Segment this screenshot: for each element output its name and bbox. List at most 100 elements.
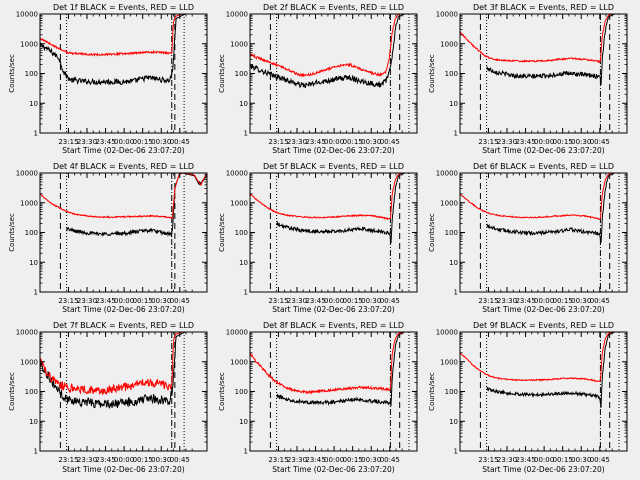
chart-title: Det 4f BLACK = Events, RED = LLD — [53, 162, 194, 171]
y-tick-label: 1000 — [20, 40, 38, 48]
y-tick-label: 100 — [445, 388, 458, 396]
chart-title: Det 2f BLACK = Events, RED = LLD — [263, 3, 404, 12]
x-tick-label: 00:00 — [324, 138, 344, 146]
x-tick-label: 00:30 — [361, 297, 381, 305]
x-tick-label: 23:45 — [95, 456, 115, 464]
y-tick-label: 10000 — [226, 170, 248, 178]
x-tick-label: 00:45 — [170, 456, 190, 464]
x-tick-label: 23:45 — [305, 138, 325, 146]
y-tick-label: 10 — [449, 259, 458, 267]
y-axis-label: Counts/sec — [218, 54, 226, 93]
x-axis-label: Start Time (02-Dec-06 23:07:20) — [62, 305, 184, 314]
x-tick-label: 23:30 — [77, 297, 97, 305]
y-tick-label: 100 — [445, 70, 458, 78]
y-tick-label: 1 — [454, 289, 458, 297]
y-tick-label: 10000 — [436, 170, 458, 178]
y-tick-label: 10000 — [16, 170, 38, 178]
y-tick-label: 1 — [454, 448, 458, 456]
y-tick-label: 1000 — [230, 199, 248, 207]
y-tick-label: 1 — [244, 130, 248, 138]
series-line-events — [486, 173, 627, 243]
x-tick-label: 23:15 — [58, 297, 78, 305]
y-axis-label: Counts/sec — [428, 54, 436, 93]
x-tick-label: 00:00 — [324, 456, 344, 464]
x-tick-label: 00:15 — [343, 297, 363, 305]
y-tick-label: 1000 — [440, 358, 458, 366]
x-axis-label: Start Time (02-Dec-06 23:07:20) — [272, 305, 394, 314]
y-tick-label: 1 — [34, 289, 38, 297]
x-tick-label: 00:15 — [133, 456, 153, 464]
x-tick-label: 00:00 — [324, 297, 344, 305]
chart-panel-5: Det 5f BLACK = Events, RED = LLD 1 10 100 10… — [218, 162, 418, 314]
y-tick-label: 1 — [244, 448, 248, 456]
y-axis-label: Counts/sec — [8, 213, 16, 252]
x-axis-label: Start Time (02-Dec-06 23:07:20) — [62, 146, 184, 155]
x-tick-label: 00:15 — [133, 138, 153, 146]
y-tick-label: 10000 — [436, 11, 458, 19]
x-tick-label: 00:00 — [534, 138, 554, 146]
y-tick-label: 1000 — [440, 199, 458, 207]
series-line-events — [276, 173, 417, 244]
series-line-events — [40, 332, 207, 409]
chart-title: Det 5f BLACK = Events, RED = LLD — [263, 162, 404, 171]
y-axis-label: Counts/sec — [218, 372, 226, 411]
x-tick-label: 00:30 — [571, 138, 591, 146]
y-axis-label: Counts/sec — [8, 372, 16, 411]
x-tick-label: 23:30 — [497, 138, 517, 146]
x-tick-label: 00:00 — [534, 297, 554, 305]
x-tick-label: 23:45 — [305, 456, 325, 464]
y-tick-label: 10 — [29, 418, 38, 426]
y-tick-label: 100 — [25, 70, 38, 78]
x-tick-label: 23:45 — [95, 297, 115, 305]
y-tick-label: 100 — [235, 388, 248, 396]
x-tick-label: 23:15 — [268, 297, 288, 305]
x-tick-label: 23:30 — [497, 297, 517, 305]
x-tick-label: 23:15 — [478, 456, 498, 464]
series-line-events — [486, 14, 627, 86]
series-line-lld — [460, 173, 627, 220]
series-line-events — [40, 14, 207, 86]
chart-title: Det 6f BLACK = Events, RED = LLD — [473, 162, 614, 171]
y-tick-label: 100 — [235, 70, 248, 78]
chart-panel-8: Det 8f BLACK = Events, RED = LLD 1 10 100 10… — [218, 321, 418, 474]
y-tick-label: 1 — [34, 448, 38, 456]
y-tick-label: 1000 — [230, 40, 248, 48]
series-line-events — [486, 332, 627, 408]
x-tick-label: 00:45 — [590, 138, 610, 146]
series-line-lld — [40, 332, 207, 396]
x-axis-label: Start Time (02-Dec-06 23:07:20) — [482, 465, 604, 474]
y-tick-label: 1 — [34, 130, 38, 138]
series-line-lld — [250, 332, 417, 395]
x-axis-label: Start Time (02-Dec-06 23:07:20) — [272, 146, 394, 155]
x-tick-label: 00:30 — [571, 297, 591, 305]
series-line-lld — [40, 14, 207, 57]
y-tick-label: 10 — [29, 100, 38, 108]
y-tick-label: 100 — [25, 388, 38, 396]
x-axis-label: Start Time (02-Dec-06 23:07:20) — [272, 465, 394, 474]
x-tick-label: 23:45 — [95, 138, 115, 146]
y-tick-label: 1 — [454, 130, 458, 138]
y-tick-label: 1000 — [440, 40, 458, 48]
y-tick-label: 1000 — [230, 358, 248, 366]
y-tick-label: 10 — [449, 100, 458, 108]
x-tick-label: 23:15 — [268, 456, 288, 464]
x-tick-label: 23:30 — [497, 456, 517, 464]
y-tick-label: 10000 — [16, 11, 38, 19]
series-line-lld — [460, 14, 627, 64]
x-tick-label: 00:15 — [133, 297, 153, 305]
series-line-lld — [250, 14, 417, 78]
y-axis-label: Counts/sec — [8, 54, 16, 93]
series-line-lld — [40, 173, 207, 219]
x-tick-label: 23:30 — [77, 138, 97, 146]
y-tick-label: 10 — [239, 100, 248, 108]
chart-panel-1: Det 1f BLACK = Events, RED = LLD 1 10 100 10… — [8, 3, 208, 155]
x-axis-label: Start Time (02-Dec-06 23:07:20) — [482, 146, 604, 155]
y-tick-label: 10 — [239, 259, 248, 267]
x-tick-label: 00:15 — [553, 456, 573, 464]
x-tick-label: 23:45 — [515, 456, 535, 464]
x-tick-label: 23:30 — [287, 297, 307, 305]
x-tick-label: 00:45 — [170, 138, 190, 146]
y-tick-label: 10 — [29, 259, 38, 267]
x-tick-label: 00:45 — [590, 297, 610, 305]
